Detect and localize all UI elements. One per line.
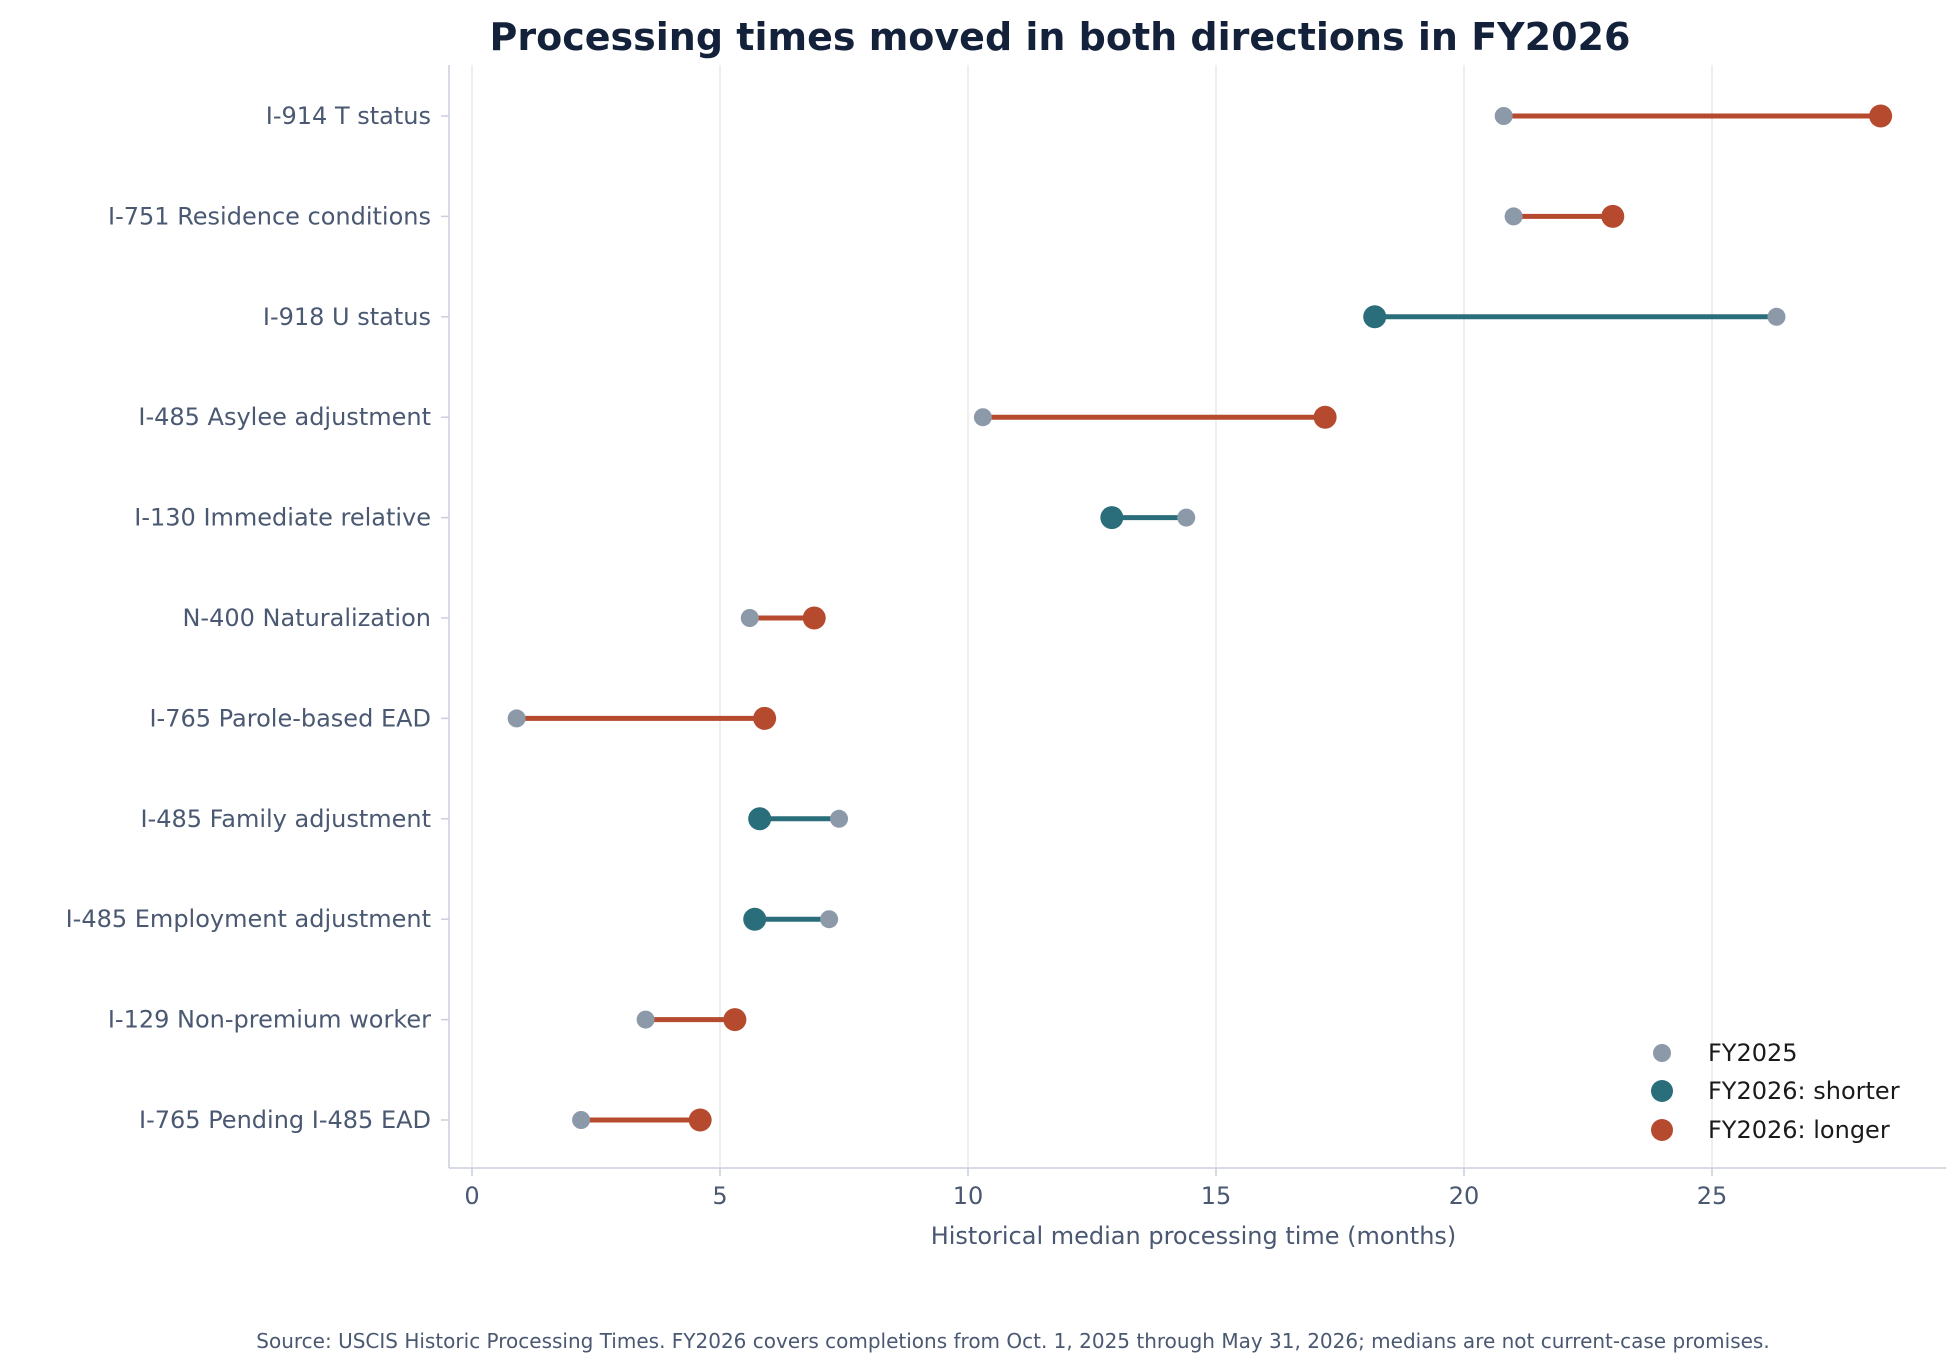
fy2026-longer-point xyxy=(802,606,826,630)
dumbbell-row: I-485 Employment adjustment xyxy=(66,905,839,933)
x-tick-label: 20 xyxy=(1449,1182,1480,1210)
category-label: I-485 Asylee adjustment xyxy=(138,403,431,431)
fy2025-point xyxy=(973,408,992,427)
axes-layer xyxy=(448,65,1946,1169)
chart-title: Processing times moved in both direction… xyxy=(490,15,1631,59)
fy2025-point xyxy=(572,1111,591,1129)
fy2025-point xyxy=(1504,207,1523,226)
x-tick-label: 25 xyxy=(1697,1182,1728,1210)
x-tick-label: 10 xyxy=(953,1182,984,1210)
legend-marker-longer xyxy=(1651,1119,1673,1141)
legend-marker-fy2025 xyxy=(1653,1044,1671,1062)
x-tick-label: 0 xyxy=(464,1182,479,1210)
fy2026-longer-point xyxy=(1601,204,1625,228)
fy2025-point xyxy=(740,609,759,627)
category-label: I-485 Employment adjustment xyxy=(66,905,431,933)
dumbbell-row: I-129 Non-premium worker xyxy=(108,1006,747,1034)
grid-layer xyxy=(471,65,1713,1168)
fy2025-point xyxy=(830,809,849,828)
fy2025-point xyxy=(636,1010,655,1029)
dumbbell-row: N-400 Naturalization xyxy=(182,604,826,632)
legend-label-longer: FY2026: longer xyxy=(1708,1116,1890,1144)
fy2025-point xyxy=(507,709,526,728)
dumbbell-row: I-751 Residence conditions xyxy=(108,202,1625,230)
fy2026-longer-point xyxy=(1869,104,1893,128)
category-label: I-765 Parole-based EAD xyxy=(149,704,431,732)
fy2026-shorter-point xyxy=(1363,305,1387,329)
dumbbell-row: I-918 U status xyxy=(263,303,1786,331)
fy2026-longer-point xyxy=(688,1108,712,1132)
category-label: I-914 T status xyxy=(266,102,431,130)
fy2025-point xyxy=(1767,307,1786,326)
fy2026-longer-point xyxy=(1313,405,1337,429)
legend-marker-shorter xyxy=(1651,1080,1673,1102)
dumbbell-row: I-485 Family adjustment xyxy=(140,805,849,833)
legend-label-fy2025: FY2025 xyxy=(1708,1039,1798,1067)
fy2025-point xyxy=(820,910,839,929)
legend: FY2025 FY2026: shorter FY2026: longer xyxy=(1651,1039,1900,1144)
fy2026-longer-point xyxy=(753,706,777,730)
category-label: I-129 Non-premium worker xyxy=(108,1006,431,1034)
x-tick-label: 15 xyxy=(1201,1182,1232,1210)
rows-layer: I-914 T status I-751 Residence conditions… xyxy=(66,102,1893,1134)
dumbbell-row: I-765 Pending I-485 EAD xyxy=(139,1106,712,1134)
dumbbell-row: I-765 Parole-based EAD xyxy=(149,704,777,732)
dumbbell-row: I-914 T status xyxy=(266,102,1893,130)
x-ticks: 0 5 10 15 20 25 xyxy=(464,1168,1727,1210)
fy2026-longer-point xyxy=(723,1008,747,1032)
dumbbell-row: I-485 Asylee adjustment xyxy=(138,403,1337,431)
category-label: I-765 Pending I-485 EAD xyxy=(139,1106,431,1134)
source-note: Source: USCIS Historic Processing Times.… xyxy=(256,1329,1769,1353)
fy2025-point xyxy=(1494,107,1513,125)
x-axis-label: Historical median processing time (month… xyxy=(931,1222,1457,1250)
category-label: I-918 U status xyxy=(263,303,431,331)
category-label: I-751 Residence conditions xyxy=(108,202,431,230)
category-label: N-400 Naturalization xyxy=(182,604,431,632)
legend-label-shorter: FY2026: shorter xyxy=(1708,1077,1900,1105)
fy2026-shorter-point xyxy=(748,807,772,831)
fy2025-point xyxy=(1177,508,1196,527)
category-label: I-130 Immediate relative xyxy=(134,504,431,532)
category-label: I-485 Family adjustment xyxy=(140,805,431,833)
dumbbell-row: I-130 Immediate relative xyxy=(134,504,1196,532)
fy2026-shorter-point xyxy=(743,907,767,931)
fy2026-shorter-point xyxy=(1100,506,1124,530)
x-tick-label: 5 xyxy=(712,1182,727,1210)
